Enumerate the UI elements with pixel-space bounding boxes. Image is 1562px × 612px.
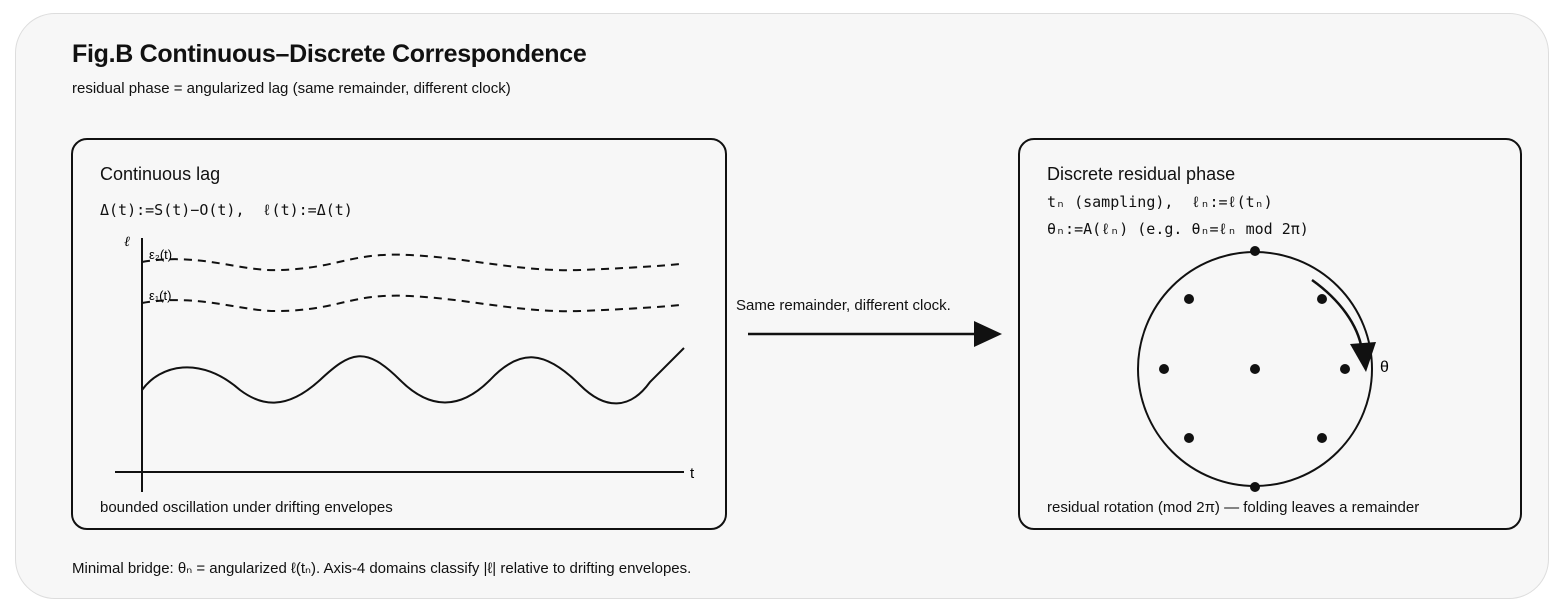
lag-curve [141, 347, 685, 405]
angle-label: θ [1380, 359, 1389, 376]
left-panel-title: Continuous lag [100, 164, 221, 184]
discrete-phase-panel [1018, 138, 1522, 530]
rotation-arrow-arc [1311, 278, 1364, 351]
figure-footer: Minimal bridge: θₙ = angularized ℓ(tₙ). … [72, 560, 692, 577]
sample-point [1184, 294, 1194, 304]
connector-label: Same remainder, different clock. [736, 297, 951, 314]
sample-point [1184, 433, 1194, 443]
lower-envelope [141, 294, 681, 313]
sample-point [1250, 246, 1260, 256]
figure-title: Fig.B Continuous–Discrete Correspondence [72, 40, 587, 68]
connector-arrow-head [974, 321, 1002, 347]
sample-point [1250, 364, 1260, 374]
sampling-formula: tₙ (sampling), ℓₙ:=ℓ(tₙ) [1047, 193, 1273, 211]
right-panel-title: Discrete residual phase [1047, 164, 1236, 184]
continuous-lag-panel [71, 138, 727, 530]
sample-point [1159, 364, 1169, 374]
sample-point [1250, 482, 1260, 492]
x-axis-label: t [690, 465, 695, 482]
sample-point [1340, 364, 1350, 374]
lag-formula: Δ(t):=S(t)−O(t), ℓ(t):=Δ(t) [100, 201, 353, 219]
right-panel-caption: residual rotation (mod 2π) — folding lea… [1047, 499, 1420, 516]
y-axis-label: ℓ [124, 234, 130, 250]
phase-formula: θₙ:=A(ℓₙ) (e.g. θₙ=ℓₙ mod 2π) [1047, 220, 1309, 238]
sample-point [1317, 433, 1327, 443]
sample-points [1159, 246, 1350, 492]
sample-point [1317, 294, 1327, 304]
upper-envelope-label: ε₂(t) [149, 247, 172, 262]
lower-envelope-label: ε₁(t) [149, 288, 171, 303]
upper-envelope [141, 253, 681, 272]
left-panel-caption: bounded oscillation under drifting envel… [100, 499, 393, 516]
figure-card [15, 13, 1549, 599]
figure-subtitle: residual phase = angularized lag (same r… [72, 80, 511, 97]
rotation-arrow-head [1350, 342, 1376, 372]
